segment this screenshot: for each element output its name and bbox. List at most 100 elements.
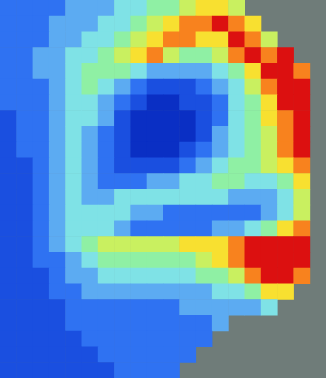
heat-cell (0, 189, 17, 205)
heat-cell (228, 32, 245, 48)
heat-cell (196, 173, 213, 189)
heat-cell (179, 284, 196, 300)
heat-cell (82, 158, 99, 174)
heat-cell (179, 63, 196, 79)
heat-cell (49, 0, 66, 16)
heat-cell (49, 362, 66, 378)
heat-cell (261, 47, 278, 63)
heat-cell (0, 205, 17, 221)
heat-cell (82, 79, 99, 95)
heat-cell (114, 205, 131, 221)
heat-cell (33, 331, 50, 347)
heat-cell (49, 47, 66, 63)
heat-cell (49, 173, 66, 189)
heat-cell (147, 205, 164, 221)
heat-cell (65, 205, 82, 221)
heat-cell (82, 189, 99, 205)
heat-cell (82, 268, 99, 284)
heat-cell (33, 236, 50, 252)
heat-cell (82, 47, 99, 63)
heat-cell (82, 252, 99, 268)
heat-cell (0, 173, 17, 189)
heat-cell (33, 173, 50, 189)
heat-cell (82, 236, 99, 252)
heat-cell (228, 173, 245, 189)
heat-cell (277, 79, 294, 95)
heat-cell (16, 236, 33, 252)
heat-cell (147, 221, 164, 237)
heat-cell (130, 315, 147, 331)
heat-cell (98, 95, 115, 111)
heat-cell (245, 252, 262, 268)
heat-cell (212, 158, 229, 174)
heat-cell (16, 47, 33, 63)
heat-cell (245, 32, 262, 48)
heat-cell (0, 252, 17, 268)
heat-cell (0, 110, 17, 126)
heat-cell (245, 299, 262, 315)
heat-cell (147, 79, 164, 95)
heat-cell (277, 47, 294, 63)
heat-cell (33, 47, 50, 63)
heat-cell (179, 189, 196, 205)
heat-cell (196, 252, 213, 268)
heat-cell (293, 126, 310, 142)
heat-cell (130, 173, 147, 189)
heat-cell (65, 331, 82, 347)
heat-cell (261, 236, 278, 252)
heat-cell (212, 173, 229, 189)
heat-cell (130, 299, 147, 315)
heat-cell (114, 284, 131, 300)
heat-cell (65, 158, 82, 174)
heat-cell (163, 63, 180, 79)
heat-cell (228, 189, 245, 205)
heat-cell (147, 126, 164, 142)
heat-cell (65, 347, 82, 363)
heat-cell (245, 158, 262, 174)
heat-cell (179, 252, 196, 268)
heat-cell (49, 221, 66, 237)
heat-cell (65, 315, 82, 331)
heat-cell (130, 32, 147, 48)
heat-cell (163, 252, 180, 268)
heat-cell (0, 142, 17, 158)
heat-cell (147, 0, 164, 16)
heat-cell (277, 63, 294, 79)
heat-cell (49, 252, 66, 268)
heat-cell (114, 268, 131, 284)
heat-cell (98, 268, 115, 284)
heat-cell (49, 331, 66, 347)
heat-cell (196, 284, 213, 300)
heat-cell (49, 189, 66, 205)
heat-cell (163, 79, 180, 95)
heat-cell (16, 126, 33, 142)
heat-cell (82, 205, 99, 221)
heat-cell (212, 189, 229, 205)
heat-cell (196, 268, 213, 284)
heat-cell (98, 362, 115, 378)
land-background (0, 0, 326, 378)
heat-cell (33, 347, 50, 363)
heat-cell (114, 173, 131, 189)
heat-cell (163, 331, 180, 347)
heat-cell (65, 47, 82, 63)
heat-cell (98, 299, 115, 315)
heat-cell (114, 16, 131, 32)
heat-cell (0, 362, 17, 378)
heat-cell (16, 63, 33, 79)
heat-cell (98, 32, 115, 48)
heat-cell (163, 205, 180, 221)
heat-cell (49, 142, 66, 158)
heat-cell (82, 0, 99, 16)
heat-cell (16, 189, 33, 205)
heat-cell (179, 236, 196, 252)
heat-cell (49, 315, 66, 331)
heat-cell (212, 47, 229, 63)
heat-cell (277, 173, 294, 189)
heat-cell (163, 142, 180, 158)
heat-cell (277, 268, 294, 284)
heat-cell (147, 331, 164, 347)
heat-cell (147, 47, 164, 63)
heat-cell (261, 142, 278, 158)
heat-cell (261, 284, 278, 300)
